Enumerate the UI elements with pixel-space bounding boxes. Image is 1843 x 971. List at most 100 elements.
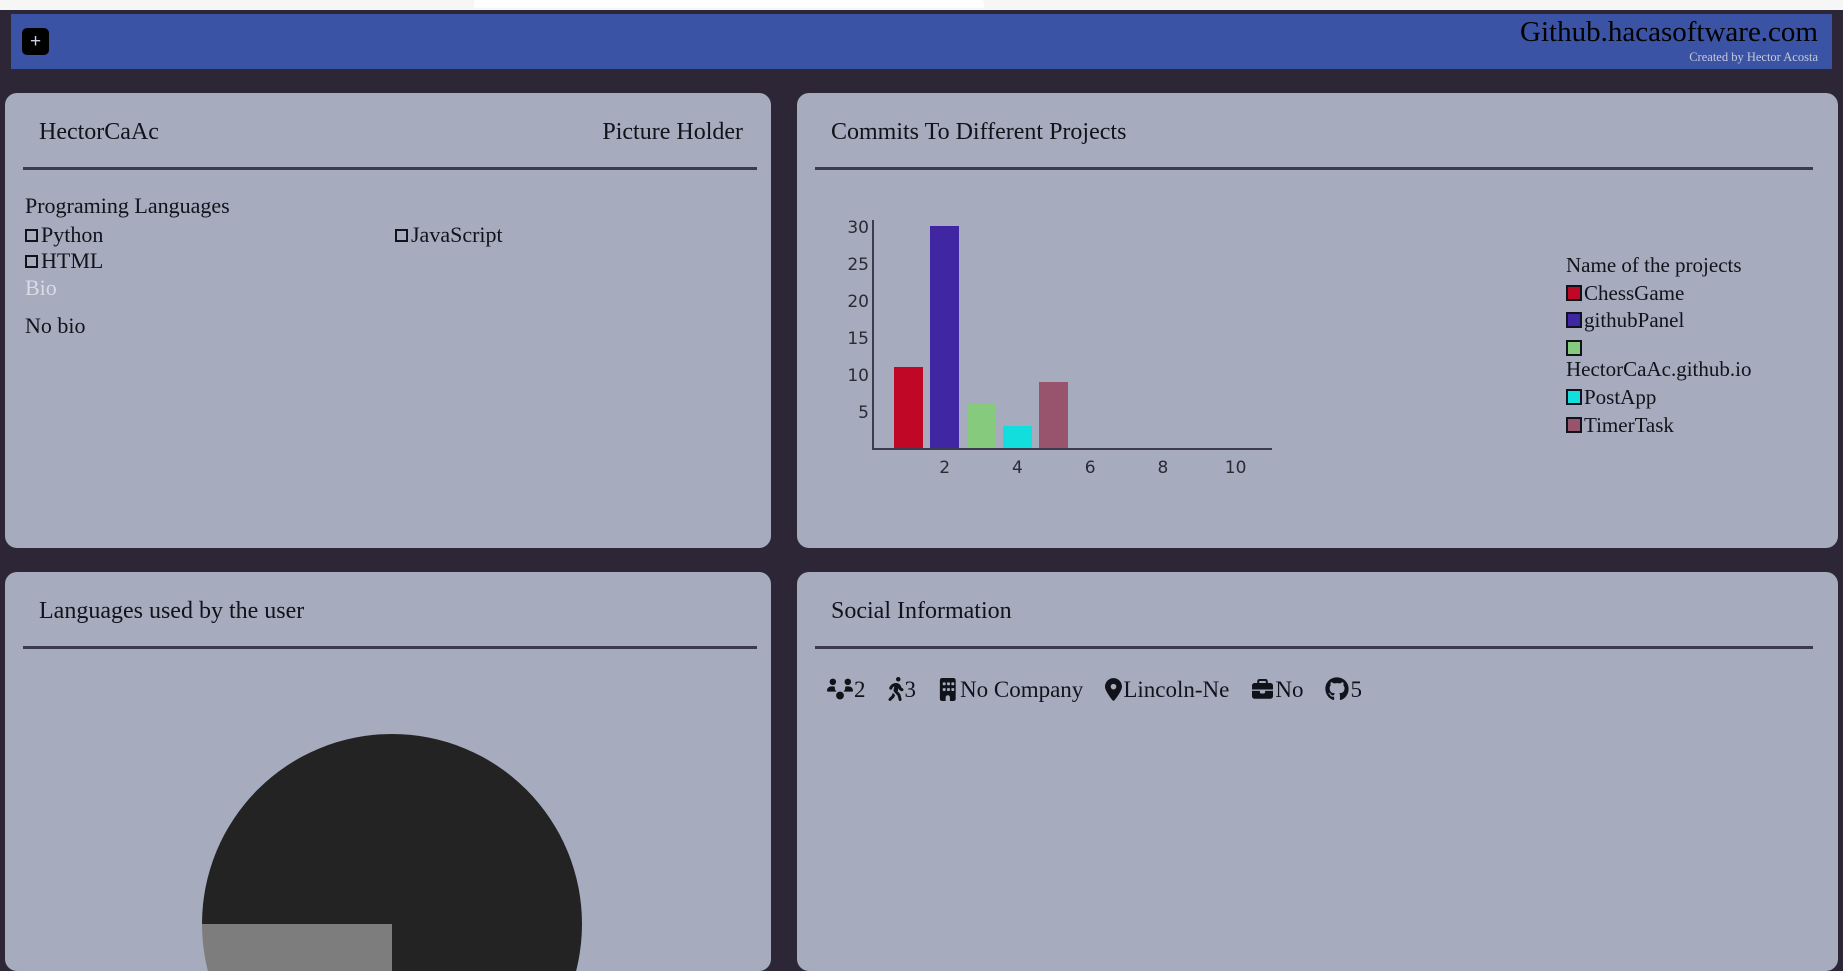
site-header: + Github.hacasoftware.com Created by Hec… <box>11 14 1832 69</box>
legend-item-label: ChessGame <box>1584 280 1685 305</box>
commits-card: Commits To Different Projects 5 10 15 20 25 3… <box>797 93 1838 548</box>
y-axis-tick-label: 15 <box>847 329 869 350</box>
x-axis-tick-label: 8 <box>1157 458 1169 479</box>
x-axis-tick-label: 10 <box>1224 458 1247 479</box>
languages-card: Languages used by the user <box>5 572 771 971</box>
brand-title: Github.hacasoftware.com <box>1520 15 1818 48</box>
bar-4 <box>1002 426 1032 449</box>
bio-label: Bio <box>25 274 57 300</box>
browser-tab-stub[interactable] <box>474 0 984 8</box>
social-stat-value: No Company <box>960 676 1084 702</box>
social-card: Social Information 2 3 <box>797 572 1838 971</box>
x-axis <box>872 448 1272 451</box>
y-axis-tick-label: 5 <box>858 403 869 424</box>
social-stat-followers: 2 <box>827 678 866 701</box>
bar-5 <box>1039 381 1069 449</box>
languages-card-header: Languages used by the user <box>5 572 771 624</box>
bio-text: No bio <box>25 313 86 339</box>
x-axis-tick-label: 6 <box>1084 458 1096 479</box>
social-stat-hireable: No <box>1251 678 1303 701</box>
social-card-title: Social Information <box>831 598 1012 624</box>
legend-item: ChessGame <box>1566 280 1816 308</box>
language-checkbox-javascript[interactable]: JavaScript <box>395 222 771 248</box>
building-icon <box>938 677 959 701</box>
legend-item-label: HectorCaAc.github.io <box>1566 357 1752 382</box>
language-label: Python <box>41 221 104 247</box>
profile-username: HectorCaAc <box>39 119 159 145</box>
chart-legend: Name of the projects ChessGame githubPane… <box>1566 252 1816 439</box>
bar-3 <box>966 403 996 449</box>
commits-bar-chart: 5 10 15 20 25 30 2 4 6 8 10 Name of the projects C… <box>797 170 1838 479</box>
page-top-gap <box>0 10 1843 14</box>
y-axis-tick-label: 20 <box>847 292 869 312</box>
social-stat-value: 2 <box>854 676 866 702</box>
divider <box>23 646 757 650</box>
bar-2 <box>930 225 960 449</box>
social-card-header: Social Information <box>797 572 1838 624</box>
legend-item-label: githubPanel <box>1584 308 1685 333</box>
bar-chart-plot-area: 5 10 15 20 25 30 2 4 6 8 10 <box>847 218 1272 478</box>
brand-block: Github.hacasoftware.com Created by Hecto… <box>1520 15 1822 65</box>
users-icon <box>827 678 853 700</box>
social-stat-value: 5 <box>1350 676 1362 702</box>
commits-card-header: Commits To Different Projects <box>797 93 1838 145</box>
briefcase-icon <box>1251 678 1274 700</box>
y-axis-tick-label: 30 <box>847 217 869 238</box>
divider <box>815 167 1813 171</box>
legend-title: Name of the projects <box>1566 253 1742 278</box>
social-stat-location: Lincoln-Ne <box>1105 678 1229 701</box>
divider <box>815 646 1813 650</box>
plus-icon[interactable]: + <box>22 28 49 55</box>
y-axis-tick-label: 25 <box>847 254 869 275</box>
social-stat-following: 3 <box>887 676 917 702</box>
language-checkbox-html[interactable]: HTML <box>25 248 395 274</box>
picture-holder-label: Picture Holder <box>602 119 743 145</box>
divider <box>23 167 757 171</box>
x-axis-tick-label: 4 <box>1012 458 1023 479</box>
brand-subtitle: Created by Hector Acosta <box>1689 49 1818 64</box>
legend-color-swatch <box>1566 340 1582 357</box>
programming-languages-heading: Programing Languages <box>25 193 230 219</box>
language-checkbox-python[interactable]: Python <box>25 222 395 248</box>
social-stat-public-repos: 5 <box>1325 677 1362 701</box>
legend-item: HectorCaAc.github.io <box>1566 335 1816 384</box>
person-walking-icon <box>887 677 904 702</box>
checkbox-icon[interactable] <box>25 229 38 243</box>
y-axis <box>872 220 874 451</box>
browser-chrome-strip <box>0 0 1843 10</box>
languages-pie-chart <box>202 734 582 971</box>
location-pin-icon <box>1105 678 1123 701</box>
social-stat-value: 3 <box>904 676 917 702</box>
social-stat-value: Lincoln-Ne <box>1123 676 1230 702</box>
pie-slice-1 <box>392 734 582 971</box>
legend-color-swatch <box>1566 312 1582 329</box>
legend-color-swatch <box>1566 388 1582 405</box>
commits-card-title: Commits To Different Projects <box>831 119 1127 145</box>
profile-body: Programing Languages Python JavaScript H… <box>5 170 771 339</box>
legend-item: PostApp <box>1566 384 1816 412</box>
language-label: JavaScript <box>411 221 503 247</box>
bar-1 <box>893 366 923 449</box>
social-stat-company: No Company <box>938 676 1084 702</box>
languages-card-title: Languages used by the user <box>39 598 305 624</box>
social-stats-row: 2 3 No Company <box>797 649 1838 702</box>
legend-item: TimerTask <box>1566 412 1816 440</box>
pie-chart-svg <box>202 734 582 971</box>
checkbox-icon[interactable] <box>25 255 38 269</box>
y-axis-tick-label: 10 <box>847 366 869 387</box>
language-label: HTML <box>41 247 104 273</box>
legend-color-swatch <box>1566 416 1582 433</box>
legend-item-label: PostApp <box>1584 384 1657 409</box>
programming-languages-list: Python JavaScript HTML <box>25 222 771 274</box>
x-axis-tick-label: 2 <box>939 458 951 479</box>
profile-card: HectorCaAc Picture Holder Programing Lan… <box>5 93 771 548</box>
legend-color-swatch <box>1566 284 1582 301</box>
legend-item-label: TimerTask <box>1584 412 1674 437</box>
pie-slice-2 <box>202 924 392 971</box>
pie-slice-3 <box>202 734 392 924</box>
checkbox-icon[interactable] <box>395 229 408 243</box>
social-stat-value: No <box>1275 676 1304 702</box>
github-icon <box>1325 677 1350 701</box>
legend-item: githubPanel <box>1566 307 1816 335</box>
profile-card-header: HectorCaAc Picture Holder <box>5 93 771 145</box>
